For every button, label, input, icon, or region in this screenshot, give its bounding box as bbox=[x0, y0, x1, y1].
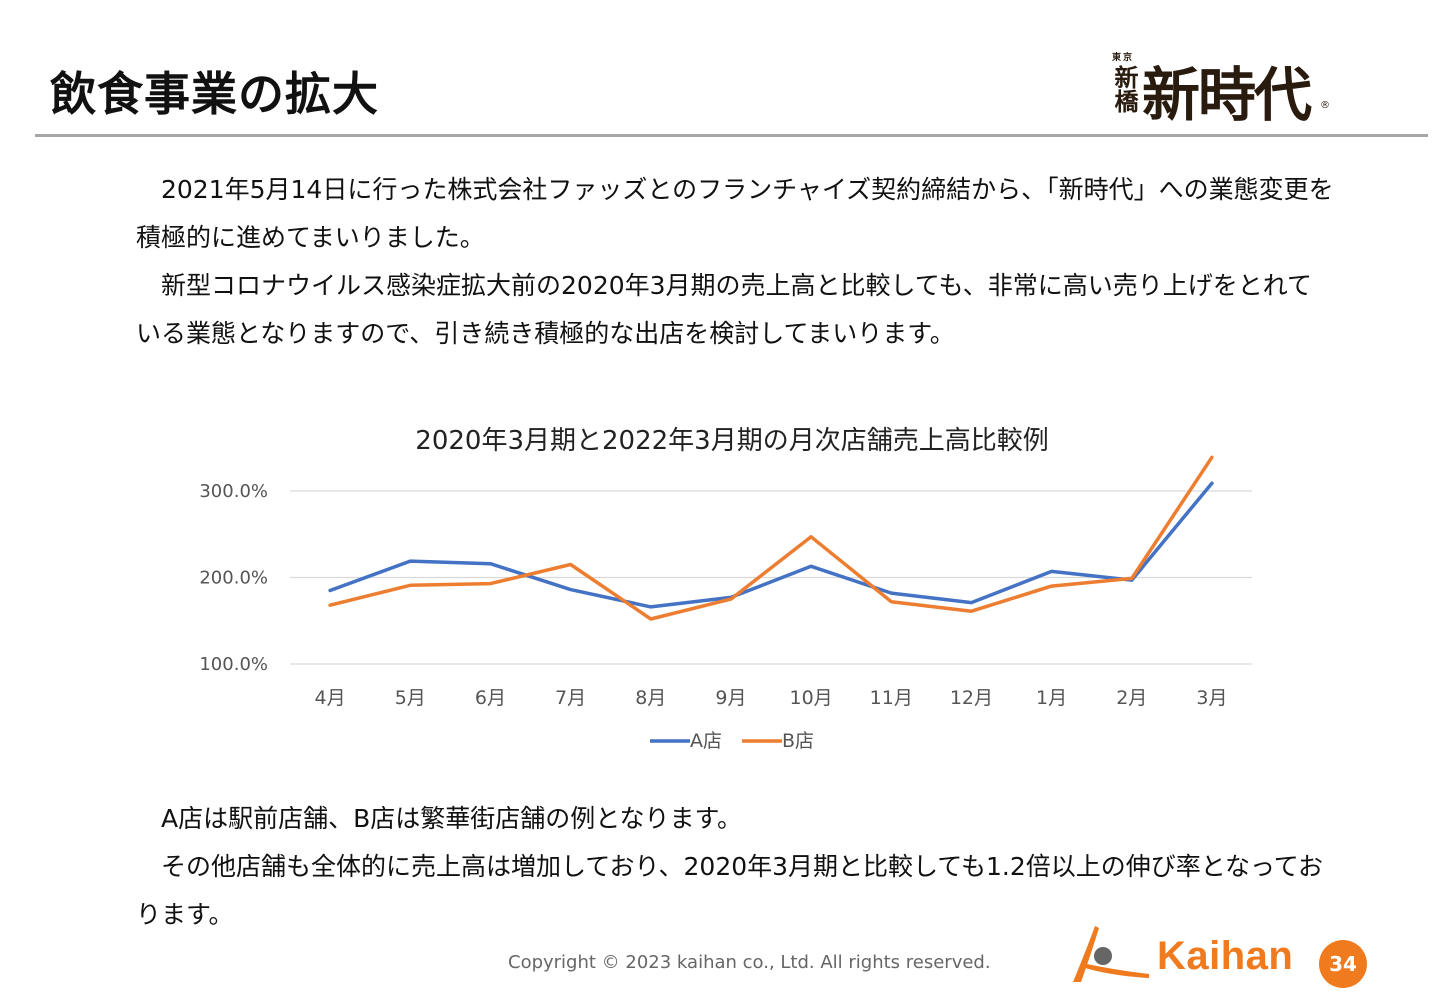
page-number-badge: 34 bbox=[1319, 940, 1367, 988]
x-tick-label: 2月 bbox=[1116, 687, 1147, 709]
x-tick-label: 10月 bbox=[789, 687, 832, 709]
page-title: 飲食事業の拡大 bbox=[50, 67, 379, 121]
x-tick-label: 7月 bbox=[555, 687, 586, 709]
series-line bbox=[328, 455, 1214, 621]
intro-text: 2021年5月14日に行った株式会社ファッズとのフランチャイズ契約締結から、「新… bbox=[136, 166, 1336, 358]
note-text: A店は駅前店舗、B店は繁華街店舗の例となります。 その他店舗も全体的に売上高は増… bbox=[136, 795, 1336, 939]
x-tick-label: 9月 bbox=[715, 687, 746, 709]
note-paragraph-1: A店は駅前店舗、B店は繁華街店舗の例となります。 bbox=[161, 804, 743, 833]
x-tick-label: 11月 bbox=[870, 687, 913, 709]
legend-label: B店 bbox=[782, 730, 814, 752]
chart-series bbox=[328, 455, 1214, 621]
copyright-text: Copyright © 2023 kaihan co., Ltd. All ri… bbox=[508, 952, 991, 973]
kaihan-wordmark: Kaihan bbox=[1157, 934, 1294, 978]
x-tick-label: 1月 bbox=[1036, 687, 1067, 709]
chart-y-ticks: 100.0% 200.0% 300.0% bbox=[199, 481, 268, 675]
brand-small-side: 新橋 bbox=[1110, 65, 1139, 113]
brand-main-text: 新時代 bbox=[1142, 61, 1312, 129]
intro-paragraph-1: 2021年5月14日に行った株式会社ファッズとのフランチャイズ契約締結から、「新… bbox=[136, 175, 1334, 252]
x-tick-label: 4月 bbox=[315, 687, 346, 709]
header-divider bbox=[35, 134, 1428, 137]
x-tick-label: 6月 bbox=[475, 687, 506, 709]
chart-title: 2020年3月期と2022年3月期の月次店舗売上高比較例 bbox=[415, 426, 1048, 456]
sales-comparison-chart: 2020年3月期と2022年3月期の月次店舗売上高比較例 100.0% 200.0… bbox=[199, 426, 1252, 752]
series-line bbox=[328, 481, 1214, 609]
legend-label: A店 bbox=[690, 730, 722, 752]
note-paragraph-2: その他店舗も全体的に売上高は増加しており、2020年3月期と比較しても1.2倍以… bbox=[136, 852, 1324, 929]
brand-small-top: 東京 bbox=[1112, 53, 1135, 63]
kaihan-logo: Kaihan bbox=[1065, 920, 1310, 990]
x-tick-label: 12月 bbox=[950, 687, 993, 709]
shinjidai-logo: 東京 新橋 新時代 ® bbox=[1110, 48, 1342, 130]
x-tick-label: 3月 bbox=[1196, 687, 1227, 709]
chart-legend: A店 B店 bbox=[650, 730, 814, 752]
brand-small-text: 東京 新橋 bbox=[1110, 53, 1139, 114]
intro-paragraph-2: 新型コロナウイルス感染症拡大前の2020年3月期の売上高と比較しても、非常に高い… bbox=[136, 271, 1313, 348]
x-tick-label: 5月 bbox=[395, 687, 426, 709]
y-tick-label: 300.0% bbox=[199, 481, 268, 502]
brand-registered-mark: ® bbox=[1320, 100, 1330, 111]
chart-x-ticks: 4月 5月 6月 7月 8月 9月 10月 11月 12月 1月 2月 3月 bbox=[315, 687, 1228, 709]
x-tick-label: 8月 bbox=[635, 687, 666, 709]
y-tick-label: 100.0% bbox=[199, 654, 268, 675]
kaihan-runner-icon bbox=[1073, 926, 1149, 982]
y-tick-label: 200.0% bbox=[199, 568, 268, 589]
